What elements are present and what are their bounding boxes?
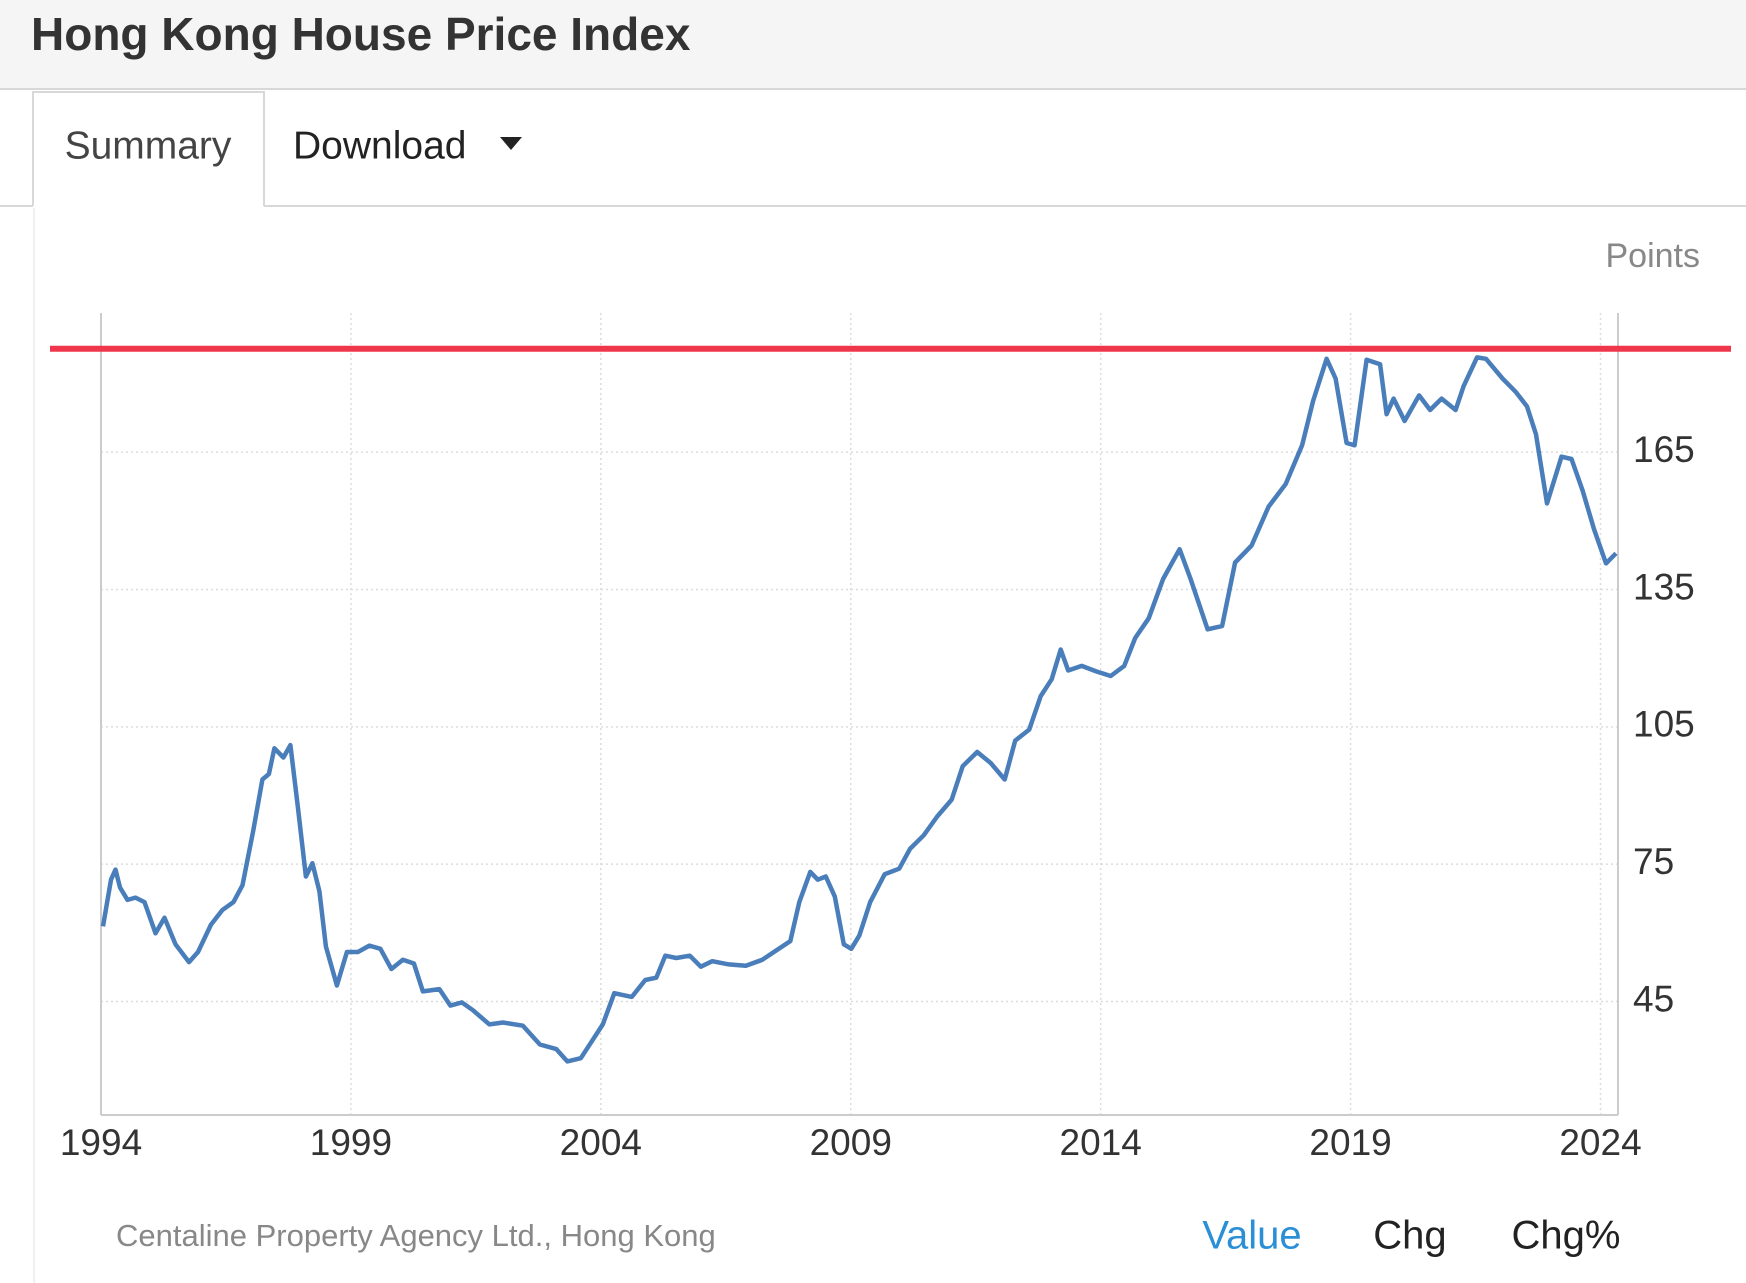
y-tick-label: 135 — [1633, 566, 1695, 607]
y-tick-label: 165 — [1633, 429, 1695, 470]
y-tick-label: 75 — [1633, 841, 1674, 882]
x-tick-label: 1999 — [310, 1122, 392, 1163]
tab-download[interactable]: Download — [293, 124, 466, 167]
tab-summary-box[interactable] — [32, 91, 265, 206]
source: Centaline Property Agency Ltd., Hong Kon… — [116, 1218, 716, 1253]
x-tick-label: 2009 — [810, 1122, 892, 1163]
y-axis-label: Points — [1606, 237, 1701, 275]
header-bar — [0, 0, 1746, 89]
y-tick-label: 45 — [1633, 978, 1674, 1019]
x-tick-label: 2014 — [1060, 1122, 1142, 1163]
dropdown-caret[interactable] — [500, 137, 522, 150]
x-tick-label: 2019 — [1309, 1122, 1391, 1163]
view-toggle[interactable]: Value — [1202, 1214, 1301, 1258]
view-toggle[interactable]: Chg% — [1512, 1214, 1621, 1258]
tab-summary[interactable]: Summary — [65, 124, 232, 167]
x-tick-label: 2004 — [560, 1122, 642, 1163]
y-tick-label: 105 — [1633, 704, 1695, 745]
x-tick-label: 2024 — [1559, 1122, 1641, 1163]
page-title: Hong Kong House Price Index — [31, 8, 691, 60]
x-tick-label: 1994 — [60, 1122, 142, 1163]
view-toggle[interactable]: Chg — [1373, 1214, 1446, 1258]
price-line — [100, 355, 1618, 1064]
